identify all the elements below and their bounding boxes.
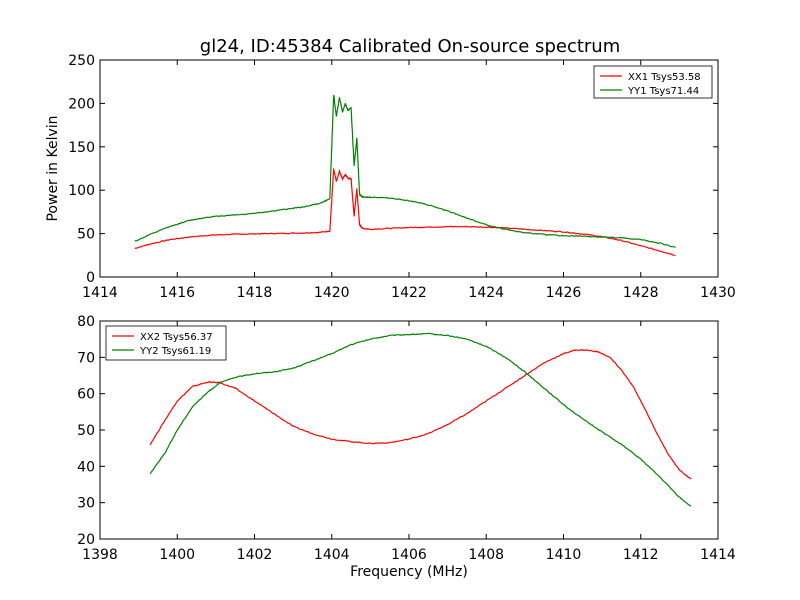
y-tick-label: 50 xyxy=(77,227,95,243)
y-tick-label: 100 xyxy=(68,183,95,199)
legend: XX1 Tsys53.58 YY1 Tsys71.44 xyxy=(593,65,713,99)
x-tick-label: 1428 xyxy=(623,285,659,301)
legend-label: YY1 Tsys71.44 xyxy=(627,86,699,97)
top-axes: 1414 1416 1418 1420 1422 1424 1426 1428 1430 0 50 1… xyxy=(45,53,736,301)
y-tick-label: 200 xyxy=(68,96,95,112)
y-tick-label: 70 xyxy=(77,350,95,366)
legend: XX2 Tsys56.37 YY2 Tsys61.19 xyxy=(105,325,227,361)
x-tick-label: 1414 xyxy=(700,547,736,563)
x-tick-label: 1412 xyxy=(623,547,659,563)
x-tick-label: 1416 xyxy=(159,285,195,301)
x-tick-label: 1404 xyxy=(314,547,350,563)
x-tick-label: 1424 xyxy=(468,285,504,301)
x-tick-label: 1402 xyxy=(237,547,273,563)
x-tick-label: 1408 xyxy=(468,547,504,563)
x-axis-label: Frequency (MHz) xyxy=(350,564,468,580)
bottom-axes: 1398 1400 1402 1404 1406 1408 1410 1412 1414 20 30… xyxy=(77,314,736,580)
x-tick-label: 1398 xyxy=(82,547,118,563)
y-tick-label: 20 xyxy=(77,532,95,548)
y-tick-label: 60 xyxy=(77,387,95,403)
y-axis-label: Power in Kelvin xyxy=(45,115,61,221)
series-line-1-2 xyxy=(134,94,676,249)
x-tick-label: 1400 xyxy=(159,547,195,563)
x-tick-label: 1406 xyxy=(391,547,427,563)
x-tick-label: 1414 xyxy=(82,285,118,301)
y-tick-label: 150 xyxy=(68,140,95,156)
y-tick-label: 0 xyxy=(86,270,95,286)
y-tick-label: 40 xyxy=(77,459,95,475)
y-tick-label: 80 xyxy=(77,314,95,330)
y-tick-label: 30 xyxy=(77,496,95,512)
series-line-2-2 xyxy=(149,332,692,507)
x-tick-label: 1430 xyxy=(700,285,736,301)
y-tick-label: 50 xyxy=(77,423,95,439)
legend-label: YY2 Tsys61.19 xyxy=(139,346,211,357)
x-tick-label: 1426 xyxy=(546,285,582,301)
series-line-2-1 xyxy=(149,349,692,480)
y-tick-label: 250 xyxy=(68,53,95,69)
legend-box xyxy=(593,65,713,99)
series-line-1-1 xyxy=(134,167,676,256)
x-tick-label: 1418 xyxy=(237,285,273,301)
x-tick-label: 1410 xyxy=(546,547,582,563)
legend-label: XX1 Tsys53.58 xyxy=(628,72,701,83)
legend-label: XX2 Tsys56.37 xyxy=(140,332,213,343)
figure-title: gl24, ID:45384 Calibrated On-source spec… xyxy=(200,36,620,57)
legend-box xyxy=(105,325,227,361)
x-tick-label: 1420 xyxy=(314,285,350,301)
x-tick-label: 1422 xyxy=(391,285,427,301)
